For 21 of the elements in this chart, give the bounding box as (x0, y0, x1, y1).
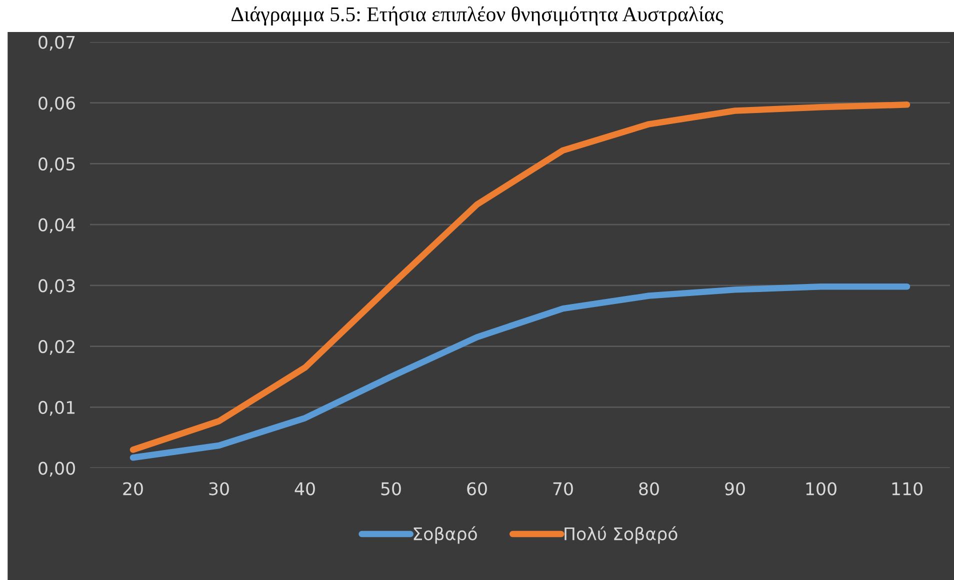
y-tick-label: 0,01 (38, 400, 75, 416)
chart-title: Διάγραμμα 5.5: Ετήσια επιπλέον θνησιμότητα Αυστραλίας (231, 6, 724, 26)
y-tick-label: 0,06 (38, 96, 76, 112)
x-tick-label: 40 (294, 482, 315, 496)
legend-label: Σοβαρό (414, 526, 477, 544)
x-tick-label: 100 (806, 482, 836, 496)
y-tick-label: 0,04 (38, 218, 76, 234)
x-tick-label: 90 (725, 482, 745, 496)
x-tick-label: 70 (553, 482, 573, 496)
y-tick-label: 0,02 (38, 340, 74, 355)
y-tick-label: 0,07 (38, 36, 75, 51)
x-tick-label: 80 (639, 482, 659, 496)
x-tick-label: 20 (123, 482, 143, 496)
legend-label: Πολύ Σοβαρό (564, 526, 678, 544)
x-tick-label: 60 (467, 482, 487, 496)
y-tick-label: 0,05 (38, 157, 75, 172)
y-tick-label: 0,03 (38, 279, 75, 294)
x-tick-label: 50 (381, 482, 401, 496)
x-tick-label: 110 (892, 482, 922, 496)
y-tick-label: 0,00 (38, 462, 75, 477)
x-tick-label: 30 (209, 482, 229, 496)
